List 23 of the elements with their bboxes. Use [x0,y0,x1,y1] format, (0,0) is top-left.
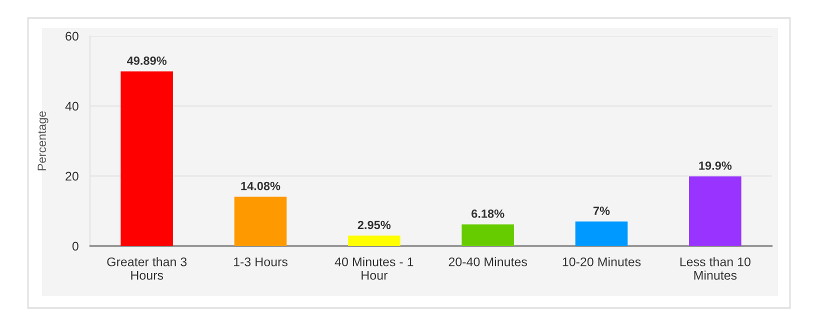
y-tick-label: 0 [72,242,78,251]
x-tick-label: 1-3 Hours [234,257,288,266]
x-tick-label: 40 Minutes - 1 Hour [334,257,414,280]
y-tick-label: 20 [66,172,78,181]
bar [575,222,628,246]
y-tick-label: 60 [66,32,78,41]
data-label: 6.18% [472,210,504,218]
bar [234,196,287,246]
data-label: 2.95% [358,220,391,230]
y-axis-title: Percentage [38,111,48,170]
x-tick-label: 20-40 Minutes [448,257,527,266]
bar [689,176,742,246]
data-label: 19.9% [699,161,732,170]
x-tick-label: Less than 10 Minutes [680,257,750,280]
bar [462,224,514,246]
data-label: 7% [593,206,610,215]
bar [120,71,173,246]
data-label: 14.08% [241,182,280,190]
x-tick-label: 10-20 Minutes [562,257,641,266]
bar [348,236,400,246]
y-tick-label: 40 [65,102,78,111]
data-label: 49.89% [126,56,167,65]
x-tick-label: Greater than 3 Hours [107,257,187,280]
